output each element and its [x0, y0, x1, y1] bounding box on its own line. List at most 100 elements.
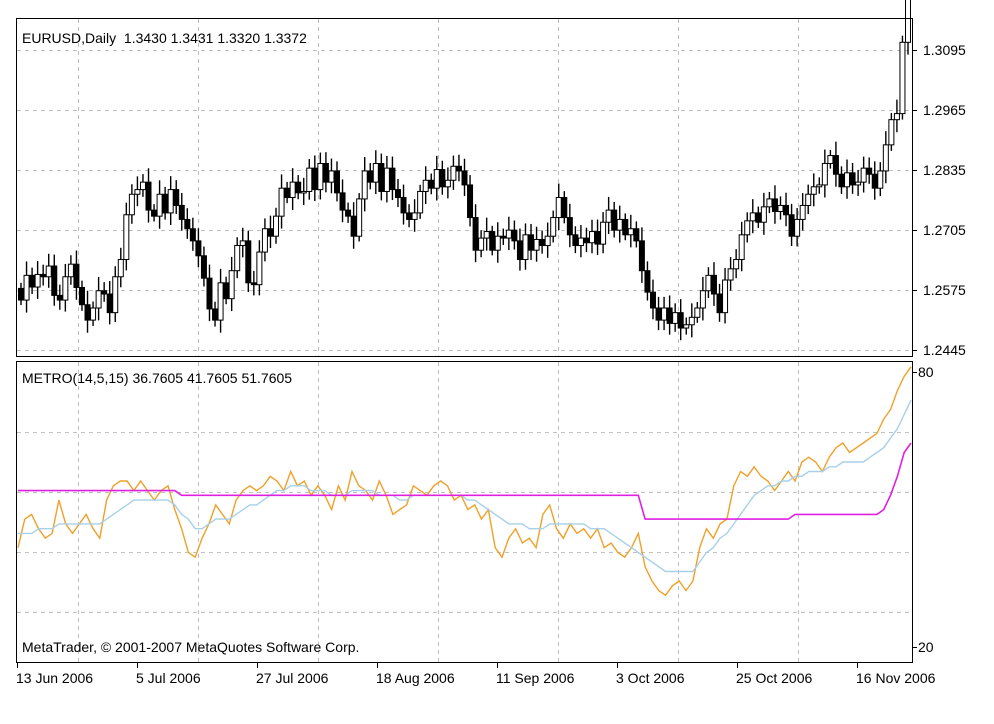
- candle-body: [223, 282, 230, 300]
- candle-body: [350, 215, 357, 237]
- candle-body: [622, 218, 629, 236]
- indicator-title: METRO(14,5,15) 36.7605 41.7605 51.7605: [22, 370, 292, 386]
- candle: [400, 184, 407, 225]
- candle: [467, 175, 474, 227]
- candle-body: [306, 167, 313, 192]
- candle: [322, 152, 329, 193]
- candle-body: [29, 274, 36, 288]
- candle-body: [877, 170, 884, 189]
- candle-body: [722, 279, 729, 314]
- candle-body: [195, 240, 202, 257]
- candle-body: [638, 240, 645, 272]
- candle: [250, 270, 257, 296]
- candle: [289, 168, 296, 211]
- indicator-panel-frame: [16, 361, 913, 663]
- candle: [489, 225, 496, 256]
- candle-body: [56, 294, 63, 301]
- time-tick-label: 11 Sep 2006: [496, 670, 575, 686]
- candle: [866, 157, 873, 184]
- candle-body: [73, 263, 80, 288]
- candle: [417, 184, 424, 219]
- candle: [583, 227, 590, 253]
- candle: [672, 303, 679, 332]
- time-tick-label: 13 Jun 2006: [16, 670, 93, 686]
- candle-body: [827, 155, 834, 164]
- candle: [744, 212, 751, 243]
- candle-body: [200, 255, 207, 279]
- candle-body: [849, 172, 856, 186]
- candle: [478, 230, 485, 258]
- candle: [217, 268, 224, 333]
- candle: [62, 263, 69, 312]
- candle: [544, 222, 551, 258]
- candle-body: [455, 165, 462, 172]
- candle-body: [106, 293, 113, 314]
- candle-body: [505, 229, 512, 239]
- candle: [699, 276, 706, 321]
- candle: [860, 156, 867, 193]
- candle: [212, 301, 219, 327]
- candle-body: [694, 307, 701, 318]
- candle-body: [794, 218, 801, 237]
- candle: [849, 162, 856, 194]
- candle: [649, 279, 656, 320]
- candle-body: [444, 179, 451, 188]
- candle-body: [733, 259, 740, 270]
- time-axis: 13 Jun 2006 5 Jul 2006 27 Jul 2006 18 Aug 2…: [16, 662, 936, 686]
- candle: [34, 261, 41, 300]
- candle-body: [367, 170, 374, 183]
- candle: [533, 226, 540, 262]
- candle-body: [838, 173, 845, 188]
- candle: [117, 247, 124, 288]
- candle: [722, 268, 729, 324]
- candle: [389, 156, 396, 201]
- candle-body: [417, 190, 424, 214]
- candle: [406, 204, 413, 228]
- candle-body: [389, 167, 396, 191]
- candle-body: [810, 186, 817, 195]
- candle-body: [261, 228, 268, 253]
- candle: [905, 0, 911, 55]
- candle-body: [300, 190, 307, 194]
- candle: [95, 276, 102, 321]
- candle-body: [882, 144, 889, 172]
- candle: [766, 191, 773, 214]
- candle-body: [905, 0, 911, 43]
- time-tick-label: 25 Oct 2006: [736, 670, 812, 686]
- indicator-tick-label: 20: [918, 639, 934, 655]
- candle: [644, 261, 651, 301]
- candle-body: [206, 277, 213, 310]
- candle-body: [90, 307, 97, 321]
- candle: [339, 179, 346, 223]
- candle-body: [62, 276, 69, 301]
- candle: [261, 218, 268, 262]
- candle-body: [511, 229, 518, 242]
- candle-body: [844, 172, 851, 188]
- candle: [162, 186, 169, 220]
- candle: [184, 208, 191, 239]
- candle-body: [178, 204, 185, 220]
- candle: [90, 301, 97, 326]
- candle-body: [117, 259, 124, 278]
- candle: [444, 167, 451, 199]
- candle: [317, 152, 324, 200]
- candle: [278, 174, 285, 229]
- candle-body: [406, 212, 413, 220]
- candle: [145, 168, 152, 223]
- candle-body: [273, 215, 280, 237]
- candle-body: [162, 193, 169, 214]
- candle: [67, 255, 74, 285]
- candle-body: [633, 228, 640, 242]
- candle-body: [516, 240, 523, 261]
- candle-body: [422, 179, 429, 192]
- candle-body: [699, 290, 706, 309]
- candle-body: [289, 181, 296, 199]
- candle: [361, 157, 368, 212]
- candle-body: [550, 217, 557, 237]
- price-panel-frame: [16, 18, 913, 357]
- candle-body: [716, 293, 723, 314]
- candle-body: [317, 162, 324, 191]
- candle-body: [217, 282, 224, 321]
- candle: [855, 169, 862, 196]
